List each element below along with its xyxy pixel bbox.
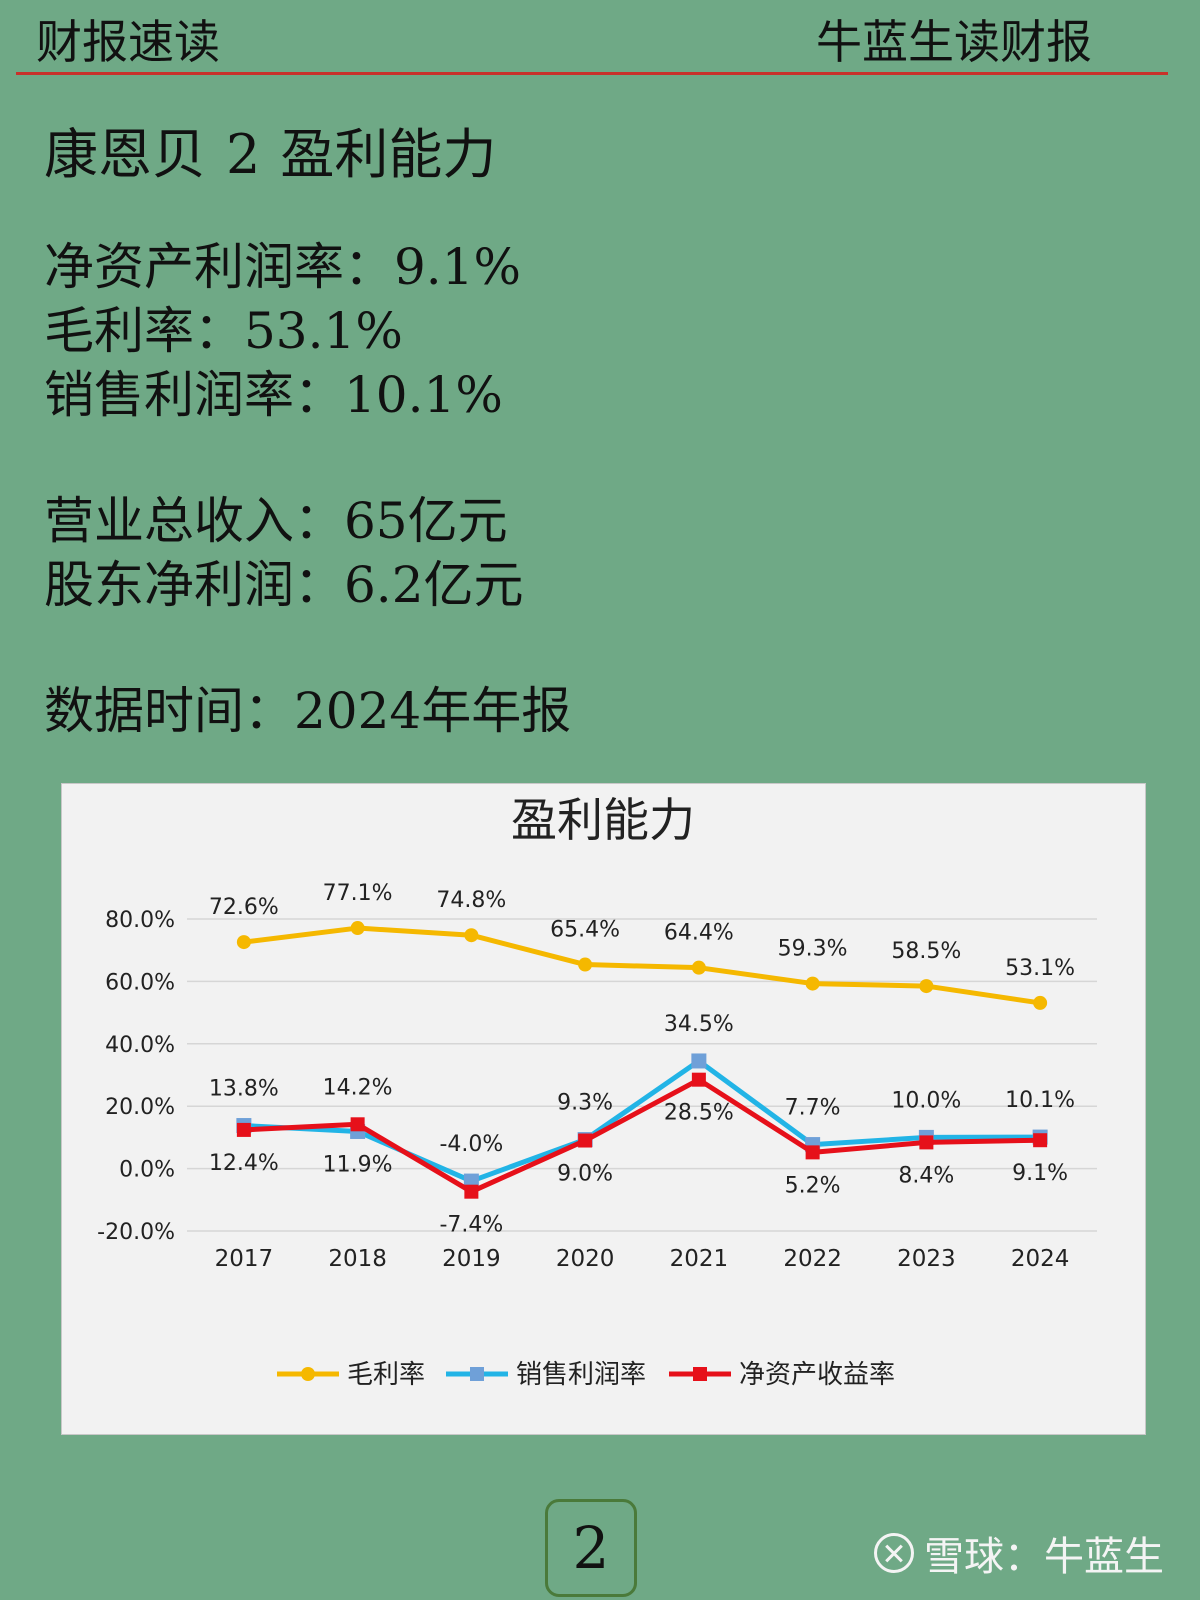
data-label: 8.4%	[898, 1163, 954, 1188]
legend-swatch-marker	[301, 1367, 315, 1381]
metric-value: 10.1%	[344, 366, 503, 424]
company-name: 康恩贝	[44, 123, 206, 186]
series-line-2	[243, 1077, 1041, 1195]
data-label: 9.3%	[557, 1091, 613, 1116]
metric-revenue: 营业总收入：65亿元	[44, 492, 508, 550]
data-label: 10.0%	[891, 1088, 961, 1113]
data-label: 13.8%	[209, 1077, 279, 1102]
data-label: 14.2%	[323, 1075, 393, 1100]
legend-swatch-marker	[693, 1367, 707, 1381]
header-divider	[16, 72, 1168, 75]
data-point	[578, 957, 593, 972]
series-line-0	[243, 925, 1041, 1006]
metrics-block: 净资产利润率：9.1% 毛利率：53.1% 销售利润率：10.1% 营业总收入：…	[44, 235, 571, 743]
metric-label: 毛利率	[44, 302, 194, 360]
data-point	[919, 979, 934, 994]
chart-svg: 盈利能力 80.0% 60.0% 40.0% 20.0% 0.0% -20.0% 2017 20…	[97, 793, 1097, 1390]
data-time-value: 2024年年报	[294, 682, 572, 740]
data-point	[691, 1053, 707, 1069]
data-label: 53.1%	[1005, 956, 1075, 981]
xueqiu-logo-icon	[874, 1533, 914, 1573]
data-point	[350, 921, 365, 936]
profitability-chart: 盈利能力 80.0% 60.0% 40.0% 20.0% 0.0% -20.0% 2017 20…	[61, 783, 1146, 1435]
data-label: 72.6%	[209, 895, 279, 920]
data-point	[1033, 1133, 1048, 1148]
data-point	[578, 1133, 593, 1148]
data-label: 28.5%	[664, 1101, 734, 1126]
data-label: 64.4%	[664, 921, 734, 946]
y-tick-label: 80.0%	[105, 908, 175, 933]
data-point	[919, 1135, 934, 1150]
data-label: 12.4%	[209, 1151, 279, 1176]
x-tick-label: 2017	[215, 1246, 274, 1272]
x-tick-label: 2021	[670, 1246, 729, 1272]
data-point	[236, 1122, 251, 1137]
data-label: 7.7%	[785, 1096, 841, 1121]
watermark: 雪球：牛蓝生	[874, 1524, 1164, 1582]
x-tick-label: 2023	[897, 1246, 956, 1272]
data-label: 59.3%	[778, 937, 848, 962]
metric-label: 销售利润率	[44, 366, 294, 424]
data-point	[1033, 995, 1048, 1010]
metric-value: 9.1%	[394, 238, 522, 296]
data-label: -7.4%	[439, 1213, 503, 1238]
data-label: 11.9%	[323, 1152, 393, 1177]
metric-net-margin: 销售利润率：10.1%	[44, 366, 503, 424]
data-point	[236, 935, 251, 950]
x-tick-label: 2018	[328, 1246, 387, 1272]
legend-swatch-marker	[470, 1367, 484, 1381]
metric-label: 净资产利润率	[44, 238, 344, 296]
y-tick-label: 0.0%	[119, 1158, 175, 1183]
x-tick-label: 2020	[556, 1246, 615, 1272]
data-label: 9.1%	[1012, 1161, 1068, 1186]
metric-net-profit: 股东净利润：6.2亿元	[44, 556, 524, 614]
watermark-text: 雪球：牛蓝生	[924, 1534, 1164, 1580]
legend-label: 销售利润率	[516, 1360, 646, 1390]
data-label: 77.1%	[323, 881, 393, 906]
metric-label: 股东净利润	[44, 556, 294, 614]
data-label: 58.5%	[891, 939, 961, 964]
x-tick-label: 2024	[1011, 1246, 1070, 1272]
page-number-badge: 2	[545, 1499, 637, 1597]
title-page-number: 2	[226, 123, 261, 186]
data-point	[464, 1184, 479, 1199]
chart-title: 盈利能力	[511, 793, 695, 847]
data-point	[350, 1117, 365, 1132]
y-tick-label: -20.0%	[97, 1220, 175, 1245]
header-section-title: 财报速读	[36, 15, 220, 69]
header-brand: 牛蓝生读财报	[816, 15, 1092, 69]
y-tick-label: 20.0%	[105, 1095, 175, 1120]
metric-value: 6.2亿元	[344, 556, 524, 614]
data-label: 34.5%	[664, 1012, 734, 1037]
metric-value: 53.1%	[244, 302, 403, 360]
page-header: 财报速读 牛蓝生读财报	[0, 0, 1200, 78]
metric-gross-margin: 毛利率：53.1%	[44, 302, 403, 360]
data-time-label: 数据时间	[44, 682, 244, 740]
data-label: 65.4%	[550, 918, 620, 943]
data-point	[691, 1072, 706, 1087]
data-point	[691, 960, 706, 975]
metric-roe: 净资产利润率：9.1%	[44, 238, 522, 296]
metric-value: 65亿元	[344, 492, 508, 550]
title-topic: 盈利能力	[280, 123, 497, 186]
data-label: 10.1%	[1005, 1088, 1075, 1113]
data-point	[805, 1145, 820, 1160]
page-title: 康恩贝 2 盈利能力	[44, 110, 516, 189]
data-label: 74.8%	[436, 888, 506, 913]
data-time: 数据时间：2024年年报	[44, 682, 572, 740]
y-tick-label: 40.0%	[105, 1033, 175, 1058]
legend-label: 毛利率	[347, 1360, 425, 1390]
y-tick-label: 60.0%	[105, 970, 175, 995]
metric-label: 营业总收入	[44, 492, 294, 550]
data-label: 9.0%	[557, 1162, 613, 1187]
legend-label: 净资产收益率	[739, 1360, 895, 1390]
data-point	[805, 976, 820, 991]
x-tick-label: 2022	[783, 1246, 842, 1272]
data-point	[464, 928, 479, 943]
data-label: -4.0%	[439, 1132, 503, 1157]
data-label: 5.2%	[785, 1173, 841, 1198]
x-tick-label: 2019	[442, 1246, 501, 1272]
series-line-1	[243, 1058, 1041, 1184]
